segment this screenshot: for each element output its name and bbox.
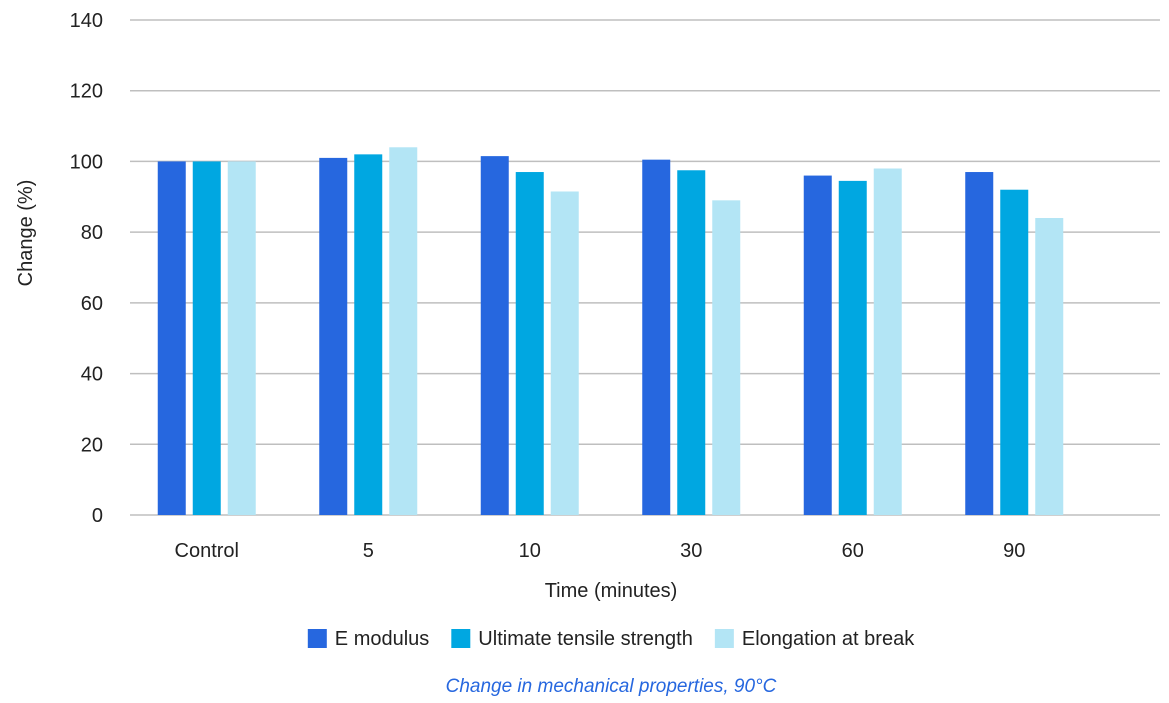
x-tick-label: 10 [519,540,541,562]
bar-elongation-at-break [389,147,418,516]
y-tick-label: 100 [70,151,103,173]
bar-ultimate-tensile-strength [838,180,867,515]
bar-elongation-at-break [227,161,256,515]
legend-label: E modulus [335,628,430,650]
y-tick-label: 120 [70,81,103,103]
bar-e-modulus [803,175,832,516]
bar-ultimate-tensile-strength [515,172,544,516]
y-tick-label: 140 [70,10,103,32]
legend-item: Ultimate tensile strength [451,628,693,650]
y-tick-label: 80 [81,222,103,244]
bar-elongation-at-break [550,191,579,515]
y-tick-label: 20 [81,434,103,456]
y-tick-label: 40 [81,364,103,386]
x-tick-label: 5 [363,540,374,562]
bar-e-modulus [319,157,348,515]
legend: E modulus Ultimate tensile strength Elonga… [307,628,915,650]
bar-ultimate-tensile-strength [354,154,383,515]
chart-caption: Change in mechanical properties, 90°C [446,676,777,697]
x-axis-title: Time (minutes) [545,580,678,602]
x-tick-label: 60 [842,540,864,562]
x-tick-label: Control [175,540,239,562]
bar-ultimate-tensile-strength [677,170,706,515]
bar-e-modulus [965,172,994,516]
legend-label: Ultimate tensile strength [478,628,693,650]
y-tick-label: 0 [92,505,103,527]
legend-label: Elongation at break [742,628,915,650]
x-tick-label: 30 [680,540,702,562]
bar-e-modulus [157,161,186,515]
legend-item: Elongation at break [714,628,915,650]
legend-item: E modulus [307,628,430,650]
bar-ultimate-tensile-strength [1000,189,1029,515]
y-tick-label: 60 [81,293,103,315]
y-axis-ticks: 0 20 40 60 80 100 120 140 [70,10,103,527]
bar-e-modulus [480,156,509,515]
bars [157,147,1064,516]
legend-swatch [451,629,471,648]
bar-e-modulus [642,159,671,516]
bar-ultimate-tensile-strength [192,161,221,515]
x-tick-label: 90 [1003,540,1025,562]
bar-elongation-at-break [712,200,741,516]
x-axis-ticks: Control 5 10 30 60 90 [175,540,1026,562]
bar-elongation-at-break [1035,218,1064,515]
bar-elongation-at-break [873,168,902,515]
legend-swatch [714,629,734,648]
legend-swatch [307,629,327,648]
y-axis-title: Change (%) [15,180,37,287]
